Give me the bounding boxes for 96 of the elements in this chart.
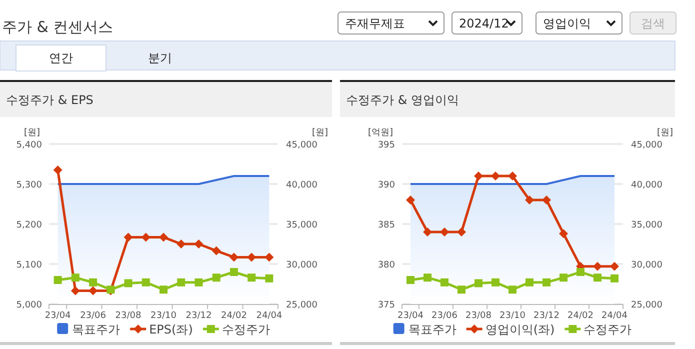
point: [406, 196, 415, 204]
point: [424, 274, 432, 282]
point: [177, 278, 186, 286]
legend-label: 수정주가: [222, 322, 270, 336]
x-tick-label: 23/10: [150, 311, 177, 321]
y2-axis-title: [원]: [312, 128, 328, 138]
point: [526, 278, 534, 286]
point: [230, 268, 238, 276]
point: [54, 276, 62, 284]
legend-label: 영업이익(좌): [485, 322, 555, 336]
point: [229, 252, 238, 262]
legend-label: 수정주가: [584, 322, 632, 336]
y-tick-label: 375: [378, 300, 395, 310]
point: [560, 274, 568, 282]
chart-title: 수정주가 & 영업이익: [346, 93, 459, 107]
y2-tick-label: 40,000: [286, 180, 318, 190]
y-tick-label: 5,300: [16, 180, 42, 190]
point: [406, 276, 414, 284]
text: 연간: [49, 51, 73, 65]
point: [53, 166, 62, 174]
text: 분기: [148, 51, 172, 65]
x-tick-label: 23/08: [466, 311, 492, 321]
point: [70, 286, 80, 296]
y2-tick-label: 30,000: [631, 260, 663, 270]
point: [593, 262, 602, 271]
x-tick-label: 23/06: [80, 311, 106, 321]
point: [142, 278, 150, 286]
y-axis-title: [억원]: [368, 128, 393, 138]
point: [576, 268, 584, 276]
y2-tick-label: 35,000: [631, 220, 663, 230]
legend-label: EPS(좌): [149, 322, 193, 336]
x-tick-label: 23/10: [500, 311, 526, 321]
point: [248, 274, 256, 282]
text: 주재무제표: [345, 16, 405, 30]
text: 영업이익: [543, 16, 591, 30]
point: [610, 262, 619, 271]
y-tick-label: 5,100: [16, 260, 42, 270]
point: [440, 278, 448, 286]
point: [458, 286, 466, 294]
point: [423, 228, 432, 236]
text: 주가 & 컨센서스: [2, 18, 114, 36]
x-tick-label: 24/02: [568, 311, 594, 321]
point: [440, 228, 449, 236]
point: [160, 286, 168, 294]
point: [610, 274, 618, 282]
x-tick-label: 24/02: [220, 311, 247, 321]
y2-axis-title: [원]: [656, 128, 673, 138]
point: [542, 196, 551, 204]
y2-tick-label: 25,000: [286, 300, 318, 310]
x-tick-label: 24/04: [256, 311, 282, 321]
point: [559, 229, 568, 238]
y2-tick-label: 25,000: [631, 300, 663, 310]
y-tick-label: 5,200: [16, 220, 42, 230]
x-tick-label: 23/06: [432, 311, 458, 321]
point: [212, 274, 220, 282]
y-tick-label: 5,000: [16, 300, 42, 310]
x-tick-label: 23/04: [398, 311, 424, 321]
y-tick-label: 395: [378, 140, 395, 150]
point: [194, 240, 204, 248]
point: [542, 278, 550, 286]
point: [492, 278, 500, 286]
point: [194, 278, 203, 286]
y-tick-label: 385: [378, 220, 395, 230]
y-axis-title: [원]: [24, 128, 40, 138]
y2-tick-label: 40,000: [631, 180, 663, 190]
point: [71, 274, 80, 282]
legend-label: 목표주가: [408, 322, 456, 336]
point: [491, 172, 500, 180]
y-tick-label: 5,400: [16, 140, 42, 150]
y2-tick-label: 45,000: [286, 140, 318, 150]
point: [457, 228, 466, 236]
y2-tick-label: 45,000: [631, 140, 663, 150]
point: [124, 279, 132, 288]
y2-tick-label: 35,000: [286, 220, 318, 230]
point: [474, 172, 483, 180]
y-tick-label: 390: [378, 180, 396, 190]
text: 검색: [641, 16, 665, 30]
point: [89, 278, 98, 286]
x-tick-label: 23/08: [115, 311, 142, 321]
point: [525, 196, 534, 204]
y2-tick-label: 30,000: [286, 260, 318, 270]
x-tick-label: 23/12: [186, 311, 212, 321]
x-tick-label: 23/04: [44, 311, 72, 321]
point: [265, 274, 274, 282]
point: [159, 232, 168, 242]
point: [594, 274, 602, 282]
legend-label: 목표주가: [72, 322, 120, 336]
point: [508, 172, 517, 180]
x-tick-label: 24/04: [602, 311, 628, 321]
x-tick-label: 23/12: [534, 311, 560, 321]
text: 2024/12: [459, 16, 509, 30]
point: [508, 286, 516, 294]
chart-title: 수정주가 & EPS: [6, 93, 94, 107]
y-tick-label: 380: [378, 260, 396, 270]
point: [474, 279, 482, 288]
point: [212, 246, 221, 256]
